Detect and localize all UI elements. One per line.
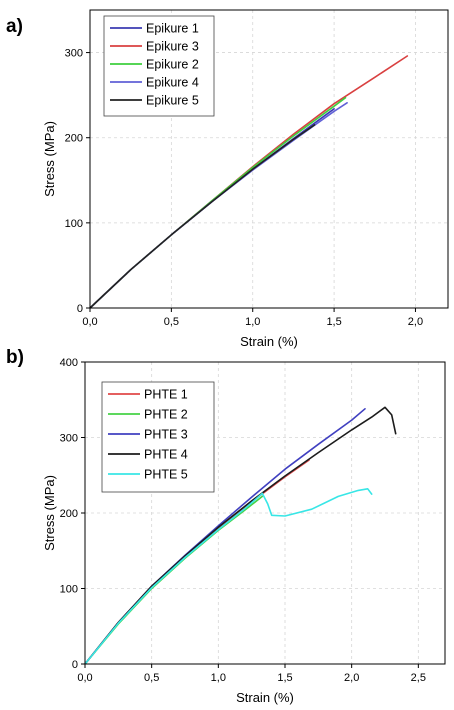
panel-b-legend: PHTE 1 PHTE 2 PHTE 3 PHTE 4 PHTE 5 (101, 381, 215, 493)
panel-a-x-tick-label-2: 1,0 (245, 316, 260, 328)
panel-a-legend: Epikure 1 Epikure 3 Epikure 2 Epikure 4 Epik… (103, 15, 215, 117)
panel-a-legend-label-2: Epikure 3 (146, 40, 199, 54)
panel-b-legend-label-3: PHTE 3 (144, 428, 188, 442)
panel-b-x-tick-label-4: 2,0 (344, 672, 359, 684)
panel-a-label: a) (6, 16, 23, 37)
panel-a-ticks: 0,0 0,5 1,0 1,5 2,0 0 100 200 300 (65, 48, 423, 328)
panel-b-x-tick-label-2: 1,0 (211, 672, 226, 684)
panel-a-legend-label-1: Epikure 1 (146, 22, 199, 36)
panel-a-x-tick-label-0: 0,0 (82, 316, 97, 328)
panel-a-y-tick-label-2: 200 (65, 133, 83, 145)
panel-b-x-tick-label-3: 1,5 (277, 672, 292, 684)
panel-b-y-axis-title: Stress (MPa) (42, 475, 57, 551)
panel-b-series-line-5 (84, 487, 373, 665)
panel-a-x-axis-title: Strain (%) (240, 334, 298, 349)
panel-b-series (84, 406, 397, 665)
panel-b-x-tick-label-5: 2,5 (411, 672, 426, 684)
panel-b-legend-label-4: PHTE 4 (144, 448, 188, 462)
panel-a-y-tick-label-0: 0 (77, 303, 83, 315)
panel-a-y-tick-label-3: 300 (65, 48, 83, 60)
panel-a-series-line-1 (89, 108, 335, 309)
panel-a-y-tick-label-1: 100 (65, 218, 83, 230)
panel-b-y-tick-label-2: 200 (60, 508, 78, 520)
panel-a-series-line-4 (89, 102, 348, 309)
panel-b-y-tick-label-0: 0 (72, 659, 78, 671)
panel-b-y-tick-label-4: 400 (60, 357, 78, 369)
panel-b-chart: b) 0,0 0,5 1,0 1,5 2,0 2,5 0 100 200 300 400 Strai… (6, 347, 446, 705)
panel-a-series (89, 55, 409, 309)
panel-a-plot-frame (89, 9, 449, 309)
panel-a-x-tick-label-1: 0,5 (164, 316, 179, 328)
panel-b-x-axis-title: Strain (%) (236, 690, 294, 705)
panel-a-x-tick-label-4: 2,0 (408, 316, 423, 328)
panel-a-legend-label-4: Epikure 4 (146, 76, 199, 90)
panel-b-label: b) (6, 347, 24, 368)
panel-a-x-tick-label-3: 1,5 (326, 316, 341, 328)
panel-b-legend-label-2: PHTE 2 (144, 408, 188, 422)
panel-a-legend-label-3: Epikure 2 (146, 58, 199, 72)
panel-b-y-tick-label-3: 300 (60, 433, 78, 445)
panel-a-legend-label-5: Epikure 5 (146, 94, 199, 108)
panel-b-ticks: 0,0 0,5 1,0 1,5 2,0 2,5 0 100 200 300 400 (60, 357, 426, 684)
panel-b-x-tick-label-1: 0,5 (144, 672, 159, 684)
panel-b-legend-label-5: PHTE 5 (144, 468, 188, 482)
panel-b-legend-label-1: PHTE 1 (144, 388, 188, 402)
panel-b-series-line-2 (84, 495, 264, 665)
panel-b-y-tick-label-1: 100 (60, 584, 78, 596)
panel-a-y-axis-title: Stress (MPa) (42, 121, 57, 197)
panel-b-series-line-4 (84, 406, 397, 665)
panel-a-series-line-5 (89, 124, 316, 309)
panel-b-x-tick-label-0: 0,0 (77, 672, 92, 684)
